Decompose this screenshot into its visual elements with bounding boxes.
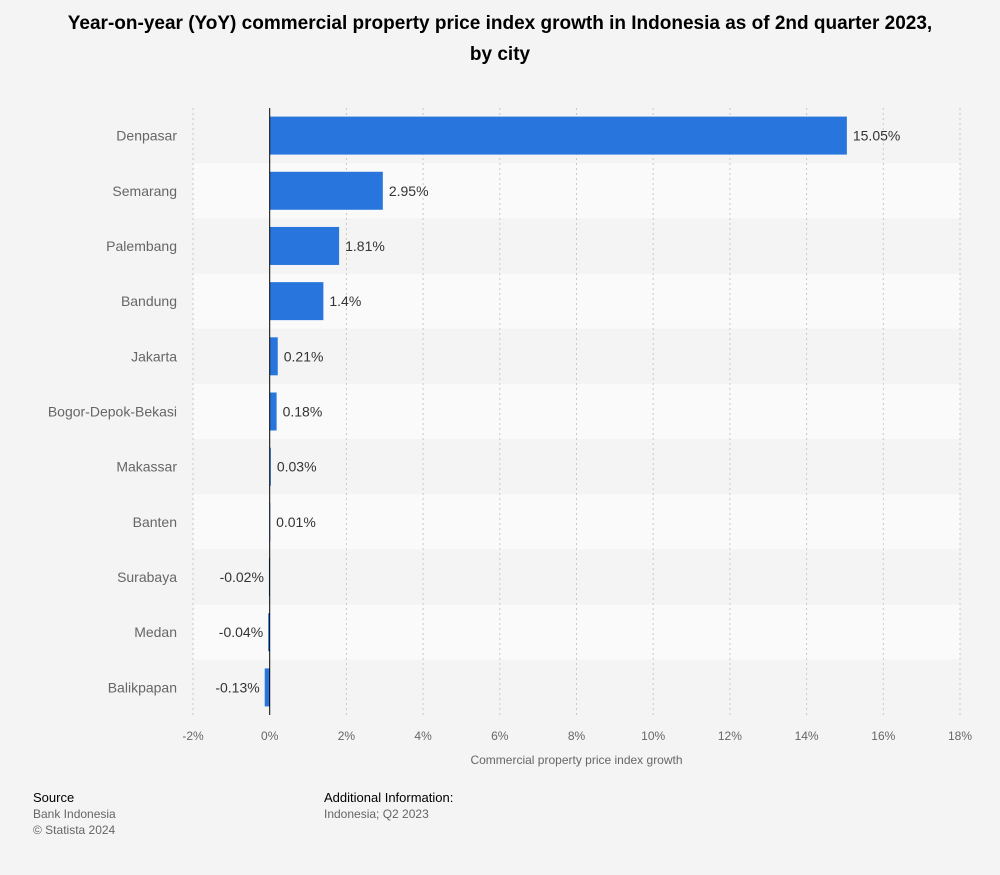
x-axis-title: Commercial property price index growth <box>470 753 682 767</box>
source-name: Bank Indonesia <box>33 807 116 821</box>
data-label: 2.95% <box>389 183 429 199</box>
x-tick-label: 10% <box>641 729 665 743</box>
info-heading[interactable]: Additional Information: <box>324 790 454 805</box>
data-label: 0.18% <box>283 404 323 420</box>
category-label: Jakarta <box>131 348 177 364</box>
category-label: Balikpapan <box>108 679 177 695</box>
data-label: 0.03% <box>277 459 317 475</box>
category-label: Medan <box>134 624 177 640</box>
category-label: Denpasar <box>116 128 177 144</box>
bar-balikpapan[interactable] <box>264 668 270 707</box>
x-tick-label: 18% <box>948 729 972 743</box>
data-label: -0.02% <box>220 569 264 585</box>
bar-jakarta[interactable] <box>269 337 278 376</box>
x-tick-label: 4% <box>414 729 432 743</box>
bar-semarang[interactable] <box>269 171 383 210</box>
info-text: Indonesia; Q2 2023 <box>324 807 429 821</box>
category-label: Bandung <box>121 293 177 309</box>
category-label: Bogor-Depok-Bekasi <box>48 404 177 420</box>
footer-source: Source Bank Indonesia © Statista 2024 <box>33 790 116 838</box>
bar-medan[interactable] <box>268 613 270 652</box>
category-label: Palembang <box>106 238 177 254</box>
x-tick-label: 6% <box>491 729 509 743</box>
category-label: Semarang <box>112 183 177 199</box>
source-heading[interactable]: Source <box>33 790 75 805</box>
bar-makassar[interactable] <box>269 447 271 486</box>
copyright-text: © Statista 2024 <box>33 823 116 837</box>
data-label: 1.81% <box>345 238 385 254</box>
x-tick-label: 16% <box>871 729 895 743</box>
category-label: Banten <box>133 514 177 530</box>
row-band <box>193 549 960 605</box>
category-label: Makassar <box>116 459 177 475</box>
bar-denpasar[interactable] <box>269 116 847 155</box>
data-label: 0.01% <box>276 514 316 530</box>
data-label: 15.05% <box>853 128 900 144</box>
bar-palembang[interactable] <box>269 226 340 265</box>
row-band <box>193 604 960 660</box>
x-tick-label: 14% <box>795 729 819 743</box>
bar-bogor-depok-bekasi[interactable] <box>269 392 277 431</box>
data-label: -0.04% <box>219 624 263 640</box>
footer-additional-info: Additional Information: Indonesia; Q2 20… <box>324 790 453 822</box>
x-tick-label: 12% <box>718 729 742 743</box>
data-label: 0.21% <box>284 348 324 364</box>
bar-bandung[interactable] <box>269 282 324 321</box>
x-tick-label: 2% <box>338 729 356 743</box>
x-tick-label: 0% <box>261 729 279 743</box>
category-label: Surabaya <box>117 569 177 585</box>
x-tick-label: 8% <box>568 729 586 743</box>
data-label: 1.4% <box>329 293 361 309</box>
x-tick-label: -2% <box>182 729 204 743</box>
chart-title: Year-on-year (YoY) commercial property p… <box>67 13 933 65</box>
data-label: -0.13% <box>215 679 259 695</box>
